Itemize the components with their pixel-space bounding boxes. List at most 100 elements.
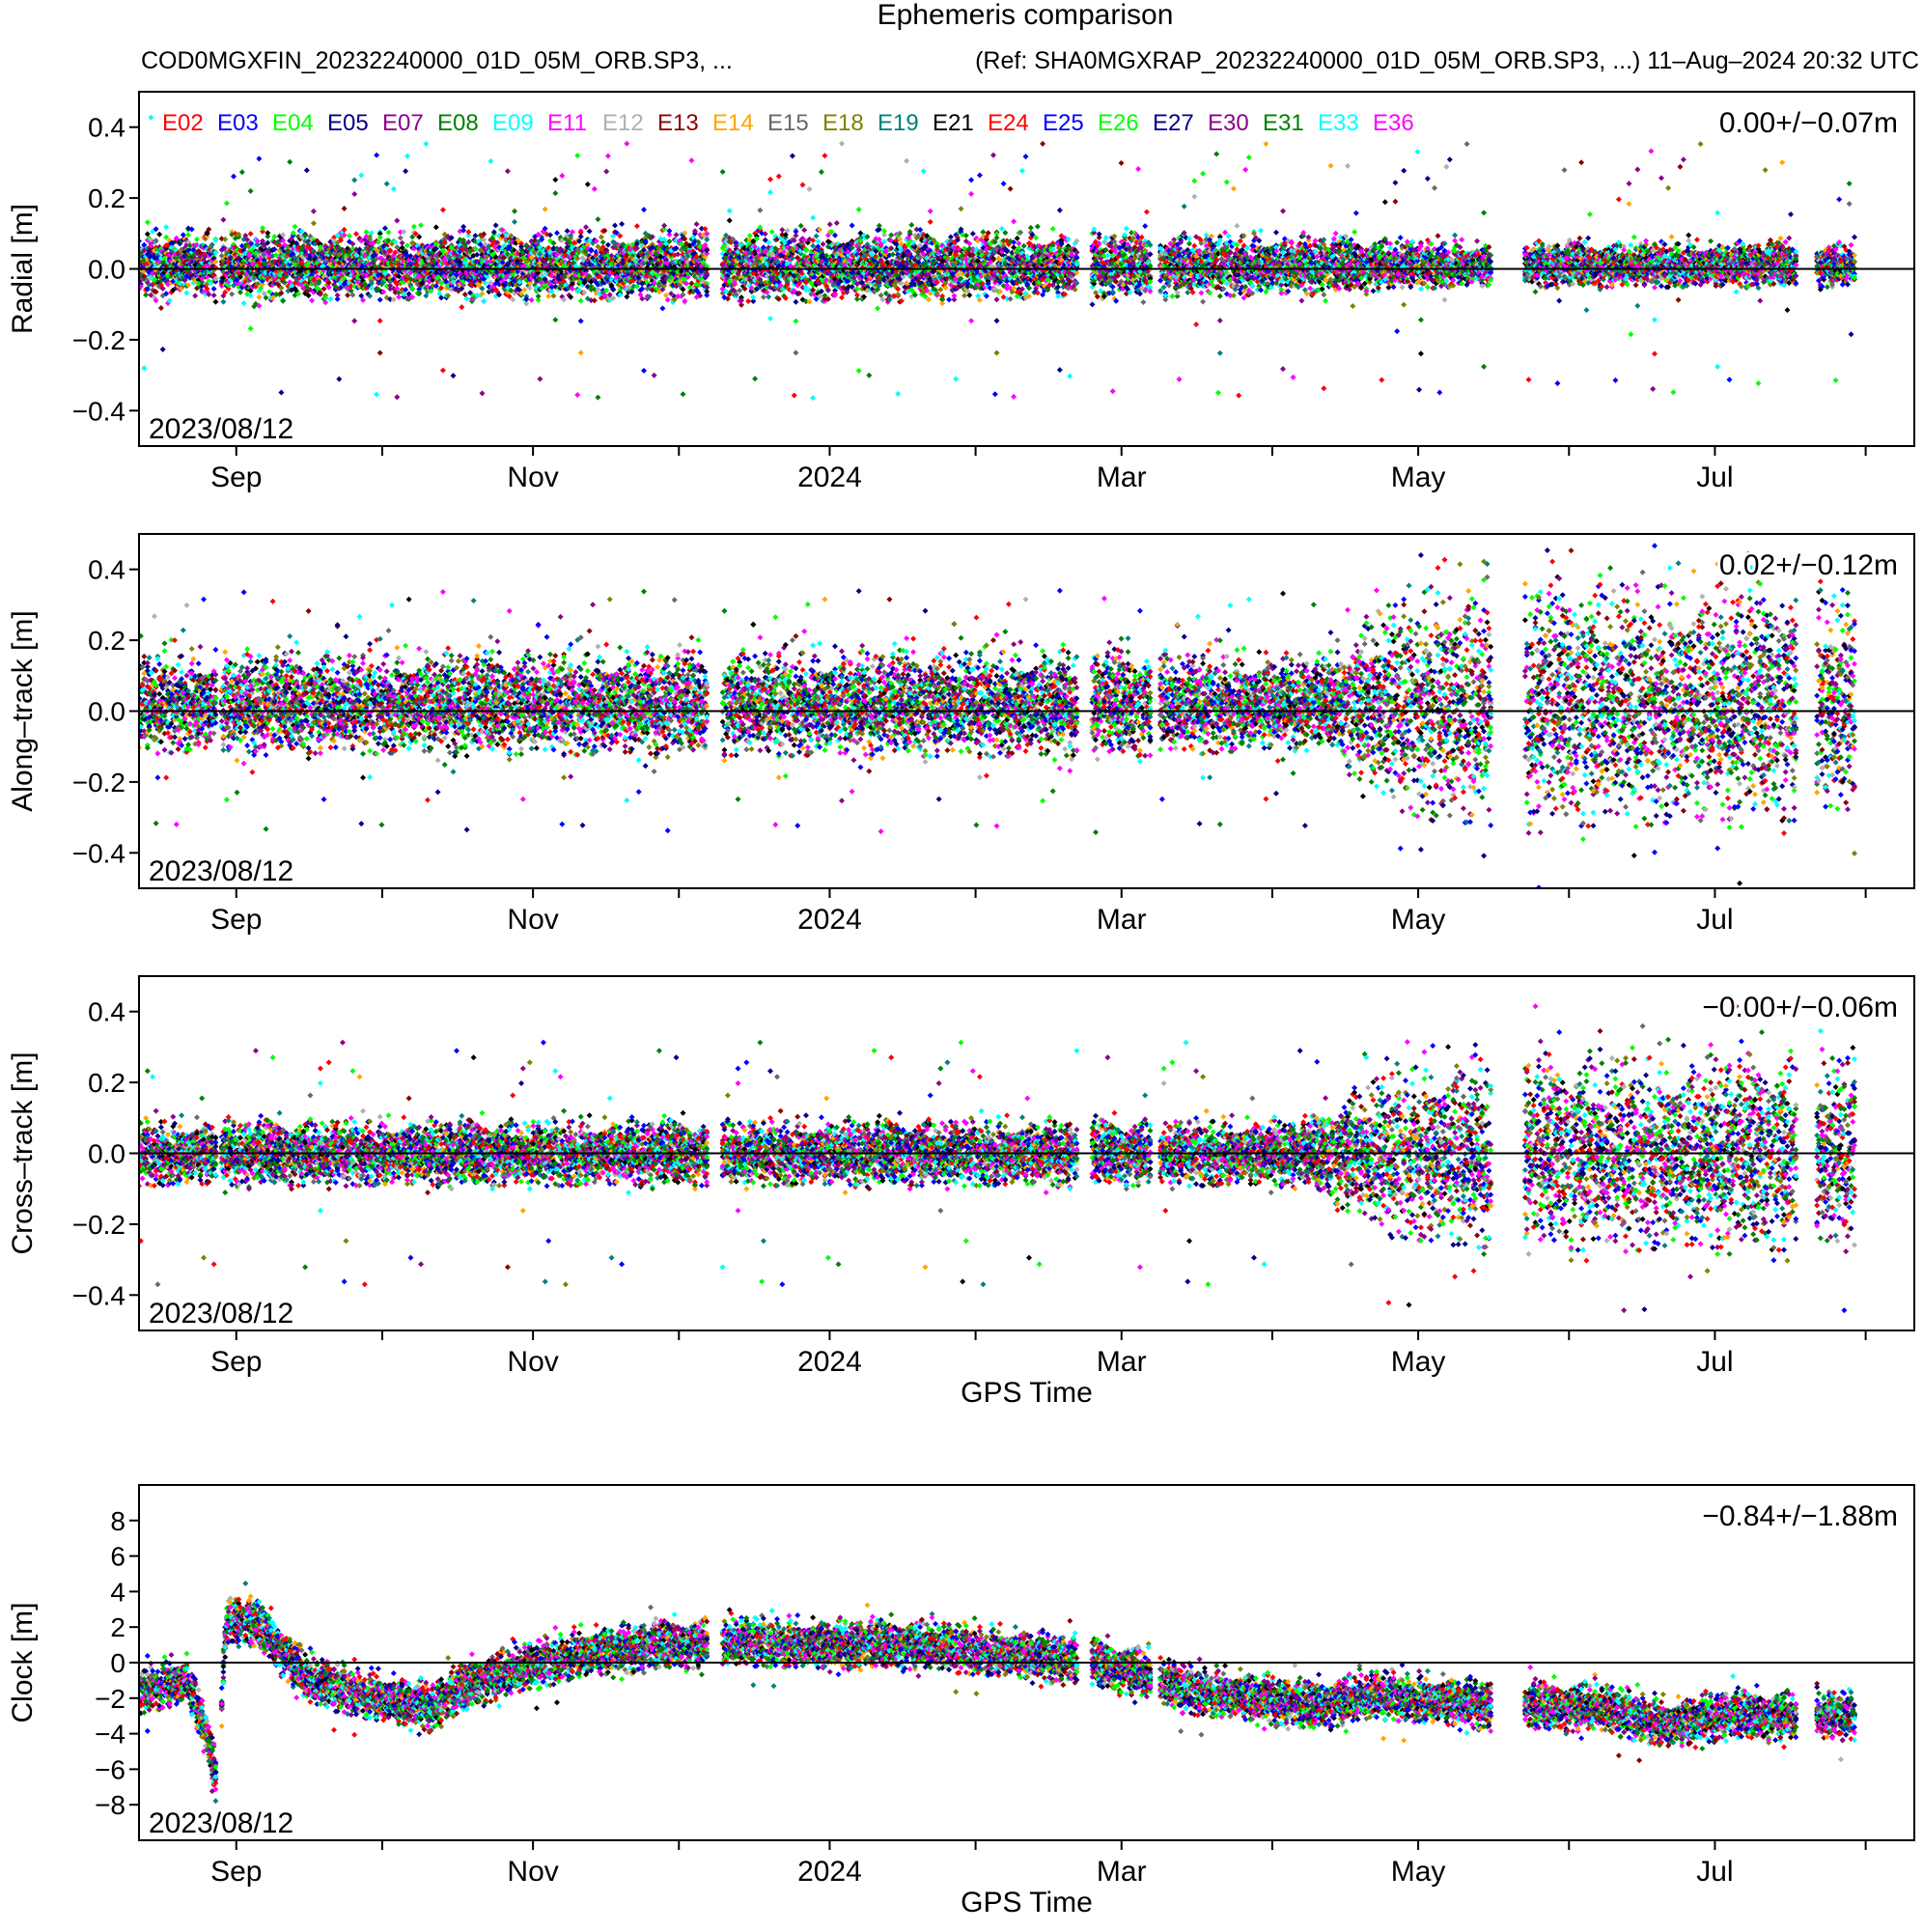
radial-point [256, 294, 263, 300]
radial-point [552, 190, 559, 197]
radial-point [148, 114, 154, 121]
radial-point [394, 217, 401, 224]
radial-point [768, 229, 775, 236]
radial-point [404, 242, 410, 249]
radial-point [220, 298, 227, 305]
radial-point [317, 244, 323, 251]
radial-point [153, 289, 159, 295]
radial-point [552, 177, 559, 183]
radial-point [222, 236, 229, 242]
radial-point [492, 222, 499, 229]
radial-point [552, 317, 559, 323]
radial-point [240, 300, 247, 307]
radial-point [307, 233, 314, 239]
radial-point [153, 226, 159, 233]
radial-point [381, 225, 388, 232]
radial-point [633, 223, 640, 230]
radial-point [750, 294, 757, 300]
radial-point [212, 249, 219, 256]
radial-point [278, 389, 285, 396]
radial-point [245, 252, 252, 259]
radial-point [223, 200, 230, 207]
radial-point [574, 392, 581, 398]
radial-point [336, 376, 343, 382]
radial-point [353, 231, 359, 238]
radial-point [317, 241, 323, 247]
radial-point [767, 189, 773, 196]
radial-point [302, 233, 309, 238]
radial-point [229, 291, 236, 297]
radial-point [351, 177, 358, 183]
radial-point [345, 292, 351, 298]
radial-point [146, 282, 153, 289]
radial-point [231, 282, 237, 289]
radial-point [661, 222, 668, 229]
radial-point [619, 221, 626, 227]
radial-point [577, 234, 584, 239]
radial-point [376, 318, 383, 324]
radial-point [535, 293, 542, 299]
radial-point [265, 239, 271, 246]
radial-point [801, 227, 808, 234]
radial-point [295, 291, 301, 297]
radial-point [789, 153, 795, 159]
radial-point [459, 304, 465, 311]
radial-point [204, 230, 210, 237]
radial-point [141, 241, 148, 248]
radial-point [688, 157, 695, 164]
radial-point [603, 168, 610, 175]
radial-point [287, 279, 293, 286]
radial-point [157, 305, 164, 311]
radial-point [737, 287, 743, 294]
radial-point [278, 285, 285, 292]
radial-point [528, 296, 535, 303]
radial-point [351, 318, 358, 324]
radial-point [181, 277, 188, 284]
radial-point [281, 279, 288, 286]
radial-point [512, 208, 517, 214]
radial-point [220, 216, 227, 223]
radial-point [247, 325, 254, 332]
radial-point [266, 289, 272, 295]
radial-point [244, 237, 251, 243]
radial-point [584, 181, 591, 187]
radial-point [254, 241, 261, 247]
radial-point [163, 234, 170, 240]
radial-point [396, 294, 402, 300]
radial-point [280, 232, 287, 238]
radial-point [260, 228, 265, 235]
radial-point [159, 285, 166, 292]
radial-point [472, 233, 479, 239]
radial-point [641, 367, 647, 374]
radial-point [254, 238, 261, 244]
radial-point [281, 241, 288, 248]
radial-point [586, 228, 593, 235]
radial-point [595, 216, 601, 223]
radial-point [186, 242, 193, 249]
radial-point [316, 278, 322, 285]
radial-point [327, 295, 334, 302]
radial-point [317, 290, 323, 296]
radial-point [283, 273, 290, 280]
radial-point [212, 298, 219, 305]
radial-point [591, 297, 598, 304]
radial-point [280, 297, 287, 304]
radial-point [394, 394, 401, 401]
radial-point [231, 241, 237, 248]
radial-point [271, 246, 278, 253]
radial-point [767, 176, 773, 182]
radial-point [209, 241, 215, 248]
radial-point [397, 235, 404, 241]
radial-point [185, 232, 192, 238]
radial-point [271, 234, 278, 240]
radial-point [806, 298, 813, 305]
radial-point [156, 231, 163, 238]
radial-point [432, 224, 439, 231]
radial-point [139, 283, 144, 290]
radial-point [376, 296, 383, 303]
radial-point [512, 218, 517, 225]
radial-point [225, 286, 232, 292]
radial-point [153, 297, 159, 304]
radial-point [719, 169, 726, 175]
